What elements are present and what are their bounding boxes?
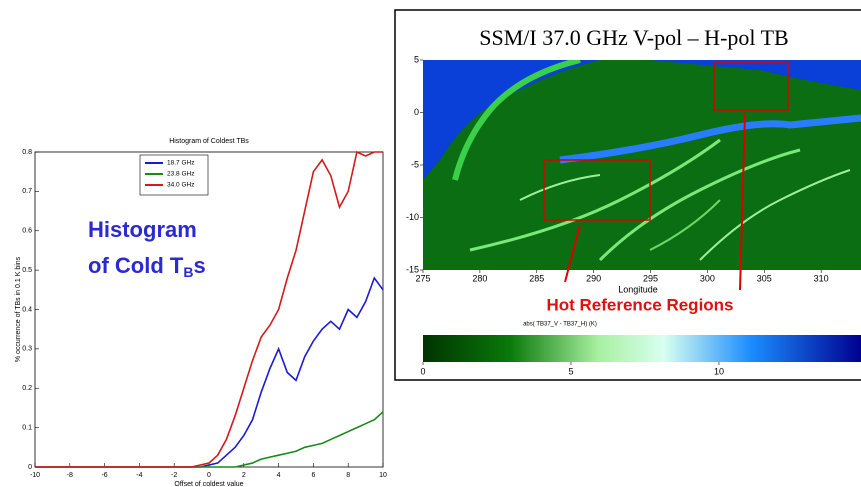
colorbar-tick-label: 0 [420, 366, 425, 376]
x-tick-label: 6 [311, 472, 315, 479]
annotation: Hot Reference Regions [546, 295, 733, 314]
colorbar [423, 335, 861, 362]
arrow [564, 224, 581, 283]
legend-label: 18.7 GHz [167, 160, 194, 167]
x-tick-label: 300 [700, 273, 715, 283]
x-tick-label: 310 [814, 273, 829, 283]
x-tick-label: 290 [586, 273, 601, 283]
annotation: Histogram [88, 217, 197, 242]
colorbar-tick-label: 10 [714, 366, 724, 376]
annotation-part: s [193, 253, 205, 278]
colorbar-tick-label: 5 [568, 366, 573, 376]
x-tick-label: 275 [415, 273, 430, 283]
x-tick-label: 2 [242, 472, 246, 479]
y-tick-label: 0.4 [22, 306, 32, 313]
x-tick-label: 4 [277, 472, 281, 479]
x-tick-label: -6 [101, 472, 107, 479]
y-tick-label: -5 [411, 159, 419, 169]
x-axis-label: Longitude [618, 284, 658, 294]
legend-label: 23.8 GHz [167, 171, 194, 178]
y-axis-label: % occurrence of TBs in 0.1 K bins [15, 256, 22, 362]
map-image [423, 60, 861, 270]
arrow [739, 112, 746, 291]
x-tick-label: 305 [757, 273, 772, 283]
x-tick-label: -2 [171, 472, 177, 479]
y-tick-label: 0.7 [22, 188, 32, 195]
plot-area [34, 151, 384, 468]
annotation: of Cold TBs [88, 253, 206, 280]
y-tick-label: 0.8 [22, 149, 32, 156]
y-tick-label: 0.6 [22, 228, 32, 235]
y-tick-label: 0.1 [22, 424, 32, 431]
x-axis-label: Offset of coldest value [174, 481, 243, 487]
y-tick-label: 0.3 [22, 346, 32, 353]
x-tick-label: 0 [207, 472, 211, 479]
x-tick-label: 10 [379, 472, 387, 479]
x-tick-label: -10 [30, 472, 40, 479]
y-tick-label: 0.5 [22, 267, 32, 274]
y-tick-label: 0 [28, 464, 32, 471]
x-tick-label: -4 [136, 472, 142, 479]
legend-label: 34.0 GHz [167, 182, 194, 189]
region-box [713, 61, 789, 111]
annotation-subscript: B [183, 264, 193, 280]
legend-box [139, 154, 209, 196]
y-tick-label: 5 [414, 54, 419, 64]
x-tick-label: -8 [67, 472, 73, 479]
colorbar-label: abs( TB37_V - TB37_H) (K) [523, 322, 597, 328]
y-tick-label: 0 [414, 107, 419, 117]
annotation-part: of Cold T [88, 253, 184, 278]
series-line [35, 150, 383, 468]
map-title: SSM/I 37.0 GHz V-pol – H-pol TB [479, 25, 788, 50]
y-tick-label: 0.2 [22, 385, 32, 392]
region-box [543, 159, 651, 221]
chart-title: Histogram of Coldest TBs [169, 138, 249, 145]
y-tick-label: -10 [406, 212, 419, 222]
y-tick-label: -15 [406, 264, 419, 274]
x-tick-label: 285 [529, 273, 544, 283]
x-tick-label: 295 [643, 273, 658, 283]
x-tick-label: 8 [346, 472, 350, 479]
x-tick-label: 280 [472, 273, 487, 283]
